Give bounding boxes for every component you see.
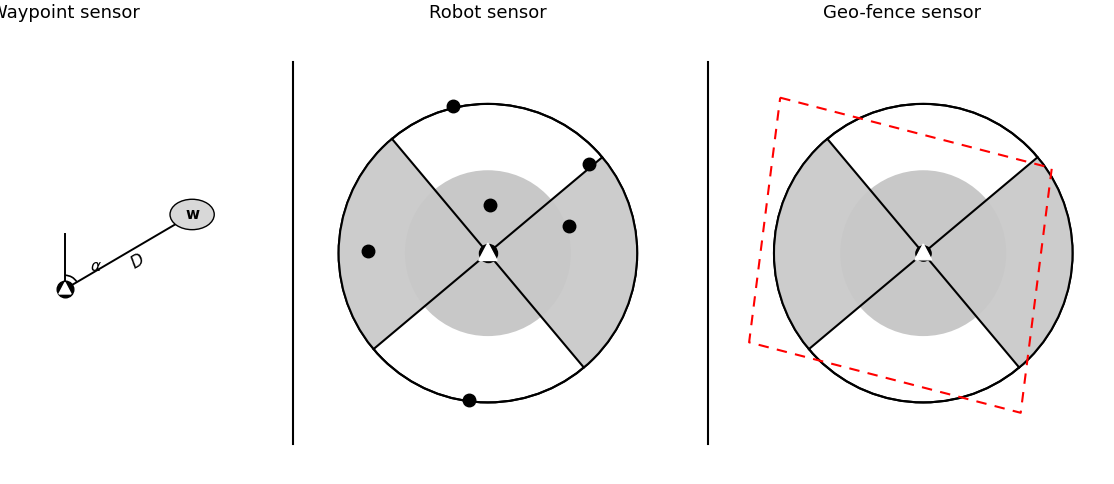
Circle shape: [405, 170, 570, 336]
Wedge shape: [339, 139, 488, 349]
Title: Geo-fence sensor: Geo-fence sensor: [823, 4, 981, 22]
Circle shape: [774, 104, 1073, 402]
Ellipse shape: [170, 199, 214, 230]
Circle shape: [840, 170, 1006, 336]
Circle shape: [339, 104, 637, 402]
Wedge shape: [488, 157, 637, 367]
Wedge shape: [924, 157, 1073, 367]
Polygon shape: [915, 244, 931, 260]
Text: w: w: [185, 207, 199, 222]
Text: Waypoint sensor: Waypoint sensor: [0, 4, 140, 22]
Text: $\alpha$: $\alpha$: [90, 259, 101, 274]
Polygon shape: [479, 243, 497, 260]
Text: D: D: [127, 250, 147, 272]
Title: Robot sensor: Robot sensor: [429, 4, 547, 22]
Polygon shape: [59, 282, 71, 294]
Wedge shape: [774, 139, 924, 349]
